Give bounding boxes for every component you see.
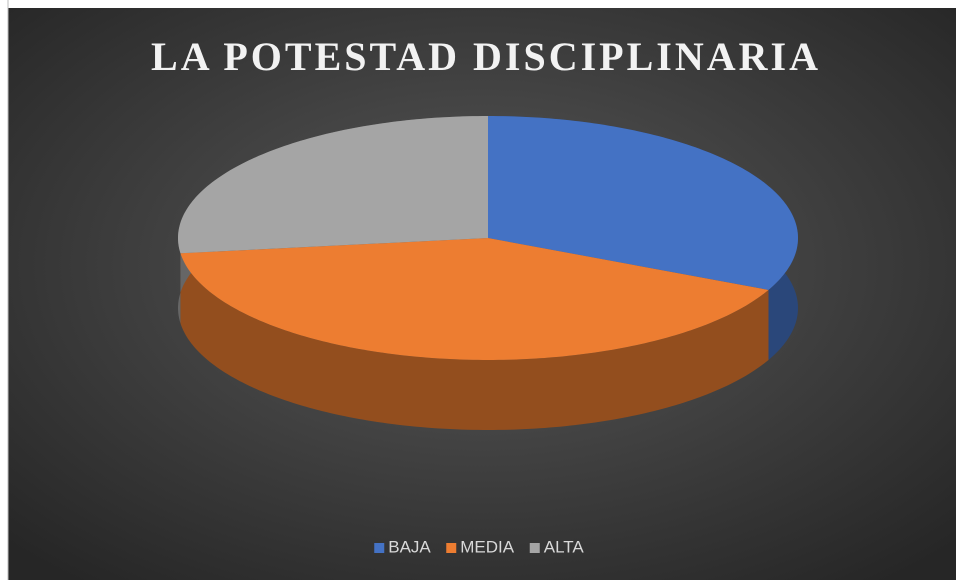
legend-swatch — [374, 543, 385, 553]
legend-swatch — [529, 543, 540, 553]
slice — [488, 116, 798, 290]
slice — [178, 116, 488, 254]
legend-label: ALTA — [544, 537, 585, 556]
legend-label: BAJA — [388, 537, 431, 556]
legend-label: MEDIA — [460, 537, 515, 556]
slice-side — [180, 253, 769, 430]
slice — [180, 238, 769, 360]
legend-swatch — [446, 543, 457, 553]
chart-title: LA POTESTAD DISCIPLINARIA — [151, 34, 821, 79]
